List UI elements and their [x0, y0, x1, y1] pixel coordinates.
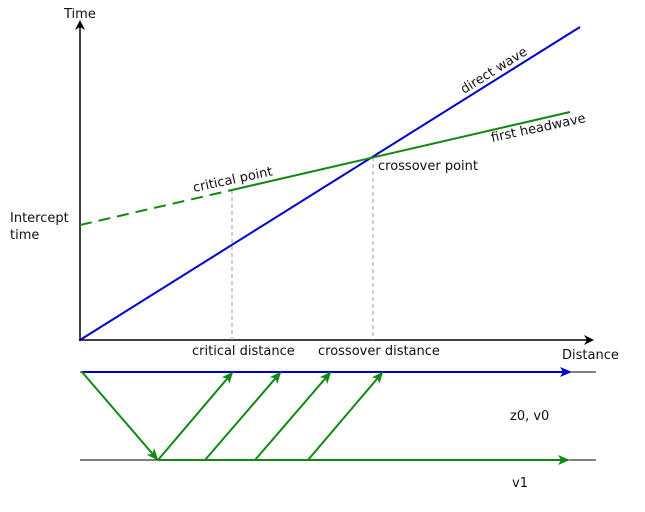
headwave-extrapolation	[79, 189, 233, 226]
crossover-distance-label: crossover distance	[318, 344, 440, 359]
direct-wave-line	[79, 26, 581, 341]
refracted-ray	[307, 371, 384, 461]
y-axis-label: Time	[63, 7, 96, 22]
critical-distance-label: critical distance	[192, 344, 295, 359]
incident-ray	[81, 371, 159, 461]
refracted-ray	[204, 371, 282, 461]
crossover-point-label: crossover point	[378, 159, 478, 174]
intercept-label: time	[10, 228, 39, 243]
direct-wave-label: direct wave	[458, 45, 530, 98]
refracted-ray	[157, 371, 234, 461]
intercept-label: Intercept	[10, 211, 69, 226]
upper-layer-label: z0, v0	[510, 409, 549, 424]
critical-point-label: critical point	[192, 164, 274, 195]
headwave-line	[231, 111, 571, 191]
refracted-ray	[254, 371, 332, 461]
lower-layer-label: v1	[512, 476, 528, 491]
headwave-label: first headwave	[490, 111, 587, 146]
x-axis-label: Distance	[562, 348, 619, 363]
